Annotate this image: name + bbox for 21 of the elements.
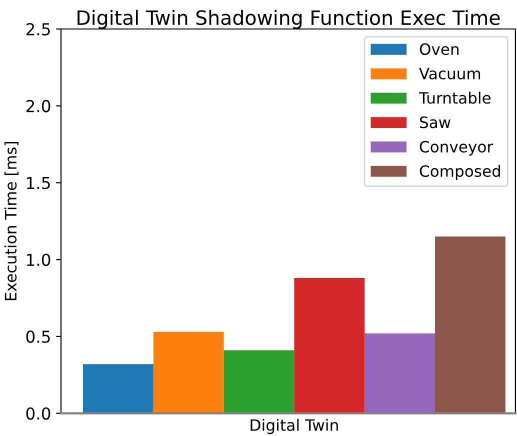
bar [294,278,365,414]
bar [82,364,154,414]
bar [435,236,506,414]
bar [364,333,436,414]
y-tick-label: 0.0 [26,407,50,420]
legend-label: Turntable [418,92,491,104]
chart-title: Digital Twin Shadowing Function Exec Time [78,10,500,29]
bar [224,350,294,414]
y-tick-label: 1.0 [27,254,50,266]
legend-label: Vacuum [419,68,480,80]
y-tick-label: 2.5 [26,23,50,36]
legend-label: Composed [420,164,500,180]
y-tick-label: 1.5 [27,177,50,190]
legend-label: Saw [420,116,450,128]
x-tick-label: Digital Twin [250,418,338,434]
legend-label: Conveyor [420,140,494,156]
y-tick-label: 2.0 [26,100,50,112]
y-tick-label: 0.5 [26,330,50,343]
legend-label: Oven [420,43,459,56]
y-axis-title: Execution Time [ms] [4,142,18,300]
bar [153,332,224,414]
